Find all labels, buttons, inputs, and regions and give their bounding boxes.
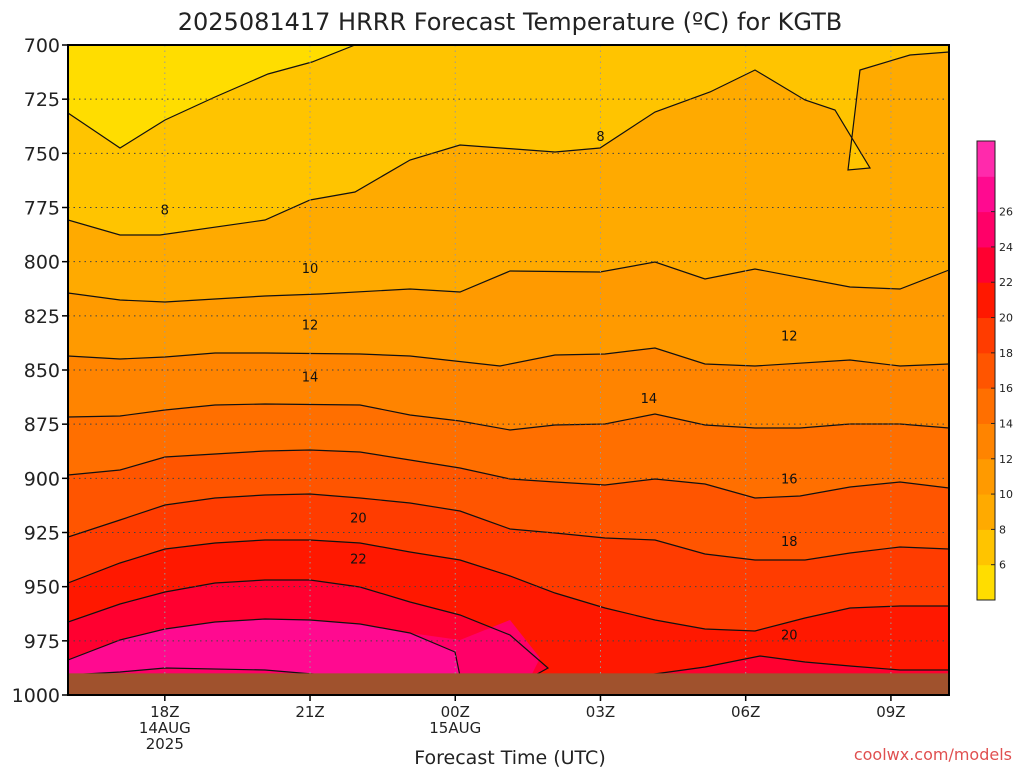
colorbar-swatch <box>977 141 995 177</box>
y-tick-label: 900 <box>24 468 60 490</box>
chart-title: 2025081417 HRRR Forecast Temperature (ºC… <box>178 8 843 36</box>
contour-label-text: 18 <box>781 535 798 550</box>
x-tick-label: 00Z <box>441 703 470 721</box>
contour-label: 20 <box>781 628 798 643</box>
y-tick-label: 950 <box>24 577 60 599</box>
contour-label-text: 20 <box>350 511 367 526</box>
x-tick-label: 15AUG <box>429 719 481 737</box>
contour-label: 12 <box>302 319 319 334</box>
colorbar-swatch <box>977 423 995 460</box>
contour-label-text: 14 <box>302 371 319 386</box>
contour-label-text: 12 <box>302 319 319 334</box>
colorbar-swatch <box>977 352 995 389</box>
contour-label: 16 <box>781 472 798 487</box>
contour-label: 14 <box>302 371 319 386</box>
colorbar-frame <box>976 140 996 601</box>
contour-line-20 <box>68 539 949 632</box>
contour-label: 18 <box>781 535 798 550</box>
colorbar-swatch <box>977 388 995 424</box>
contour-line-8 <box>68 51 949 236</box>
band-below-6 <box>68 45 355 148</box>
contour-label-text: 8 <box>596 130 604 145</box>
y-tick-label: 825 <box>24 306 60 328</box>
contour-label-text: 20 <box>781 628 798 643</box>
x-tick-label: 18Z <box>150 703 179 721</box>
colorbar-tick-label: 22 <box>999 276 1013 289</box>
colorbar-swatch <box>977 246 995 283</box>
contour-line-10 <box>68 261 949 303</box>
colorbar-swatch <box>977 317 995 354</box>
band-below-8 <box>68 45 949 235</box>
contour-label: 20 <box>350 511 367 526</box>
contour-line-6 <box>68 45 356 149</box>
y-tick-label: 725 <box>24 89 60 111</box>
colorbar-tick-label: 24 <box>999 241 1013 254</box>
x-tick-label: 06Z <box>731 703 760 721</box>
colorbar-tick-label: 26 <box>999 206 1013 219</box>
y-axis: 700 725 750 775 800 825 850 875 900 925 950 975 1000 <box>12 35 68 707</box>
colorbar-swatch <box>977 494 995 530</box>
credit-text[interactable]: coolwx.com/models <box>854 745 1012 764</box>
contour-line-24 <box>68 618 461 677</box>
contour-label: 14 <box>641 392 658 407</box>
y-tick-label: 800 <box>24 252 60 274</box>
colorbar-swatch <box>977 176 995 213</box>
contour-label: 22 <box>350 553 367 568</box>
y-tick-label: 750 <box>24 143 60 165</box>
contour-label-text: 16 <box>781 472 798 487</box>
contour-line-14 <box>68 403 949 431</box>
y-tick-label: 850 <box>24 360 60 382</box>
contour-label-text: 22 <box>350 553 367 568</box>
contour-label-text: 14 <box>641 392 658 407</box>
colorbar-swatch <box>977 211 995 248</box>
contour-label-text: 12 <box>781 329 798 344</box>
y-tick-label: 925 <box>24 523 60 545</box>
colorbar: 6 8 10 12 14 16 18 20 22 24 26 <box>976 140 1013 601</box>
contour-label: 8 <box>596 130 604 145</box>
contour-label: 10 <box>302 262 319 277</box>
y-tick-label: 775 <box>24 198 60 220</box>
colorbar-tick-label: 14 <box>999 417 1013 430</box>
colorbar-swatch <box>977 282 995 319</box>
x-tick-label: 21Z <box>295 703 324 721</box>
colorbar-tick-label: 10 <box>999 488 1013 501</box>
contour-line-16 <box>68 449 949 499</box>
contour-label: 8 <box>161 204 169 219</box>
ground-below-surface <box>68 673 949 695</box>
colorbar-tick-label: 8 <box>999 523 1006 536</box>
y-tick-label: 975 <box>24 631 60 653</box>
x-tick-label: 2025 <box>146 735 184 753</box>
x-tick-label: 14AUG <box>139 719 191 737</box>
y-tick-label: 700 <box>24 35 60 57</box>
contour-label-text: 10 <box>302 262 319 277</box>
colorbar-tick-label: 20 <box>999 312 1013 325</box>
contour-line-12 <box>68 347 949 367</box>
band-above-26 <box>68 619 460 678</box>
x-tick-label: 03Z <box>586 703 615 721</box>
plot-area <box>68 45 949 695</box>
colorbar-swatch <box>977 458 995 495</box>
colorbar-swatch <box>977 564 995 601</box>
x-axis-label: Forecast Time (UTC) <box>414 747 605 768</box>
colorbar-tick-label: 6 <box>999 559 1006 572</box>
x-tick-label: 09Z <box>876 703 905 721</box>
colorbar-swatch <box>977 529 995 566</box>
colorbar-tick-label: 18 <box>999 347 1013 360</box>
grid <box>68 45 949 695</box>
y-tick-label: 875 <box>24 414 60 436</box>
contour-label: 12 <box>781 329 798 344</box>
contour-labels: 8 8 10 12 12 14 14 16 18 20 20 22 <box>161 130 798 643</box>
contour-line-18 <box>68 493 949 561</box>
colorbar-tick-label: 16 <box>999 382 1013 395</box>
contour-label-text: 8 <box>161 204 169 219</box>
y-tick-label: 1000 <box>12 685 60 707</box>
colorbar-tick-label: 12 <box>999 453 1013 466</box>
